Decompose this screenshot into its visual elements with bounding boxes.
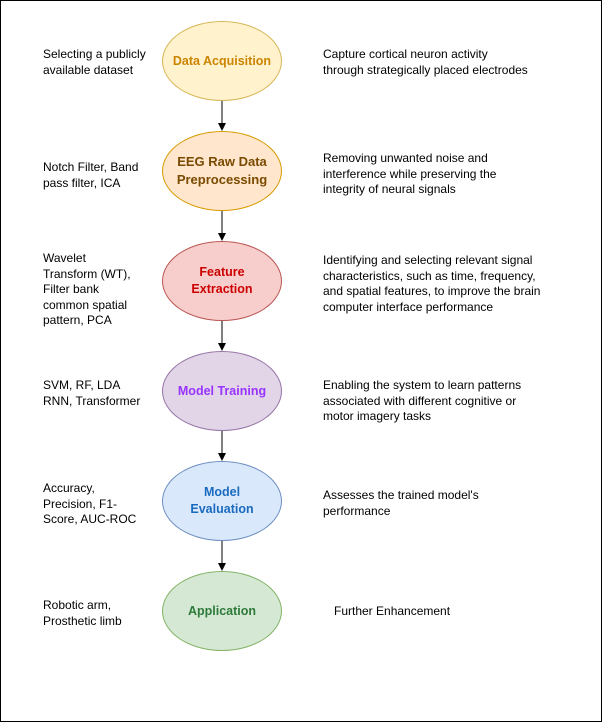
data-acquisition-node: Data Acquisition <box>162 21 282 101</box>
model-evaluation-label: Model Evaluation <box>190 485 254 516</box>
preprocessing-right-note: Removing unwanted noise and interference… <box>323 151 497 197</box>
feature-extraction-label: Feature Extraction <box>191 265 253 296</box>
application-label: Application <box>187 603 257 618</box>
feature-left-note: Wavelet Transform (WT), Filter bank comm… <box>43 251 131 328</box>
training-right-note: Enabling the system to learn patterns as… <box>323 378 522 424</box>
preprocessing-left-note: Notch Filter, Band pass filter, ICA <box>43 160 139 190</box>
model-training-node: Model Training <box>162 351 282 431</box>
evaluation-left-note: Accuracy, Precision, F1- Score, AUC-ROC <box>43 481 137 527</box>
data-acquisition-label: Data Acquisition <box>172 53 272 68</box>
feature-right-note: Identifying and selecting relevant signa… <box>323 253 541 314</box>
preprocessing-label: EEG Raw Data Preprocessing <box>176 154 268 187</box>
acquisition-right-note: Capture cortical neuron activity through… <box>323 47 528 77</box>
acquisition-left-note: Selecting a publicly available dataset <box>43 47 146 77</box>
application-node: Application <box>162 571 282 651</box>
application-right-note: Further Enhancement <box>334 604 451 618</box>
model-training-label: Model Training <box>177 383 267 398</box>
preprocessing-node: EEG Raw Data Preprocessing <box>162 131 282 211</box>
evaluation-right-note: Assesses the trained model's performance <box>323 488 479 518</box>
training-left-note: SVM, RF, LDA RNN, Transformer <box>43 378 141 408</box>
model-evaluation-node: Model Evaluation <box>162 461 282 541</box>
application-left-note: Robotic arm, Prosthetic limb <box>43 598 122 628</box>
feature-extraction-node: Feature Extraction <box>162 241 282 321</box>
